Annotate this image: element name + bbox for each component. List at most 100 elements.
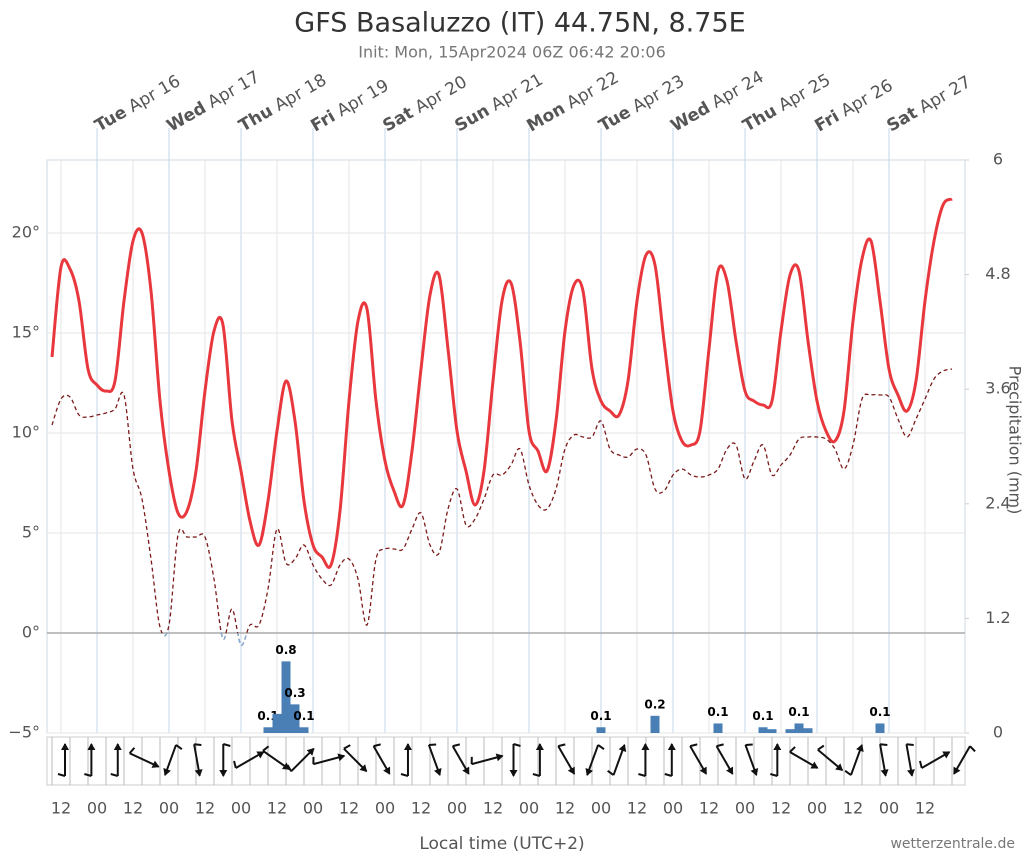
wind-barb <box>57 773 66 777</box>
wind-head <box>567 766 575 775</box>
date-day: Apr 23 <box>629 71 688 117</box>
x-tick-label: 00 <box>519 799 539 818</box>
date-weekday: Mon <box>524 99 569 137</box>
wind-arrow <box>557 743 576 775</box>
wind-barb <box>879 743 888 746</box>
x-tick-label: 12 <box>771 799 791 818</box>
x-axis-title: Local time (UTC+2) <box>419 834 584 853</box>
x-tick-label: 12 <box>123 799 143 818</box>
precip-bar <box>290 704 300 733</box>
wind-head <box>880 769 889 777</box>
wind-arrow <box>163 744 183 776</box>
precip-bar <box>713 723 723 733</box>
wind-head <box>585 768 593 776</box>
precip-bar <box>299 727 309 733</box>
x-tick-label: 12 <box>483 799 503 818</box>
x-tick-label: 00 <box>231 799 251 818</box>
date-weekday: Wed <box>668 98 714 136</box>
wind-head <box>509 770 518 777</box>
wind-arrow <box>607 744 627 776</box>
wind-barb <box>558 743 566 748</box>
date-day: Apr 18 <box>271 70 330 116</box>
wind-head <box>219 770 228 777</box>
wind-arrow <box>844 744 864 776</box>
wind-head <box>667 743 676 750</box>
bar-label: 0.1 <box>590 709 611 723</box>
wind-barb <box>906 743 914 746</box>
wind-head <box>151 760 160 768</box>
wind-barb <box>597 744 605 751</box>
wind-barb <box>716 743 724 748</box>
wind-head <box>641 743 650 750</box>
y-tick-label: 15° <box>12 323 40 342</box>
wind-head <box>462 766 470 775</box>
y2-axis-title: Precipitation (mm) <box>1006 366 1024 515</box>
wind-barb <box>312 756 315 765</box>
precip-bar <box>272 713 282 733</box>
wind-head <box>942 751 951 759</box>
chart-subtitle: Init: Mon, 15Apr2024 06Z 06:42 20:06 <box>358 43 666 62</box>
x-tick-label: 12 <box>843 799 863 818</box>
wind-arrow <box>953 745 976 775</box>
wind-barb <box>84 773 92 777</box>
x-tick-label: 00 <box>735 799 755 818</box>
wind-barb <box>452 743 461 748</box>
wind-barb <box>607 769 615 776</box>
y2-tick-label: 3.6 <box>985 379 1010 398</box>
wind-arrow <box>219 743 231 777</box>
wind-arrow <box>664 743 676 777</box>
x-tick-label: 12 <box>195 799 215 818</box>
precip-bar <box>281 661 291 733</box>
bar-label: 0.1 <box>869 705 890 719</box>
wind-barb <box>373 743 381 748</box>
bar-label: 0.2 <box>644 697 665 711</box>
wind-barb <box>262 745 270 752</box>
wind-head <box>953 766 961 775</box>
wind-barb <box>513 743 521 747</box>
wind-barb <box>844 769 852 776</box>
date-day: Apr 22 <box>563 68 622 114</box>
bar-label: 0.1 <box>707 705 728 719</box>
wind-barb <box>664 773 673 777</box>
x-tick-label: 12 <box>51 799 71 818</box>
wind-head <box>773 743 782 750</box>
wind-barb <box>428 743 437 746</box>
x-tick-label: 00 <box>591 799 611 818</box>
wind-arrow <box>817 744 844 772</box>
wind-head <box>810 761 819 769</box>
wind-barb <box>175 744 183 751</box>
wind-barb <box>470 756 473 765</box>
wind-barb <box>233 760 237 769</box>
y2-tick-label: 6 <box>993 150 1003 169</box>
wind-arrow <box>233 751 265 769</box>
wind-head <box>535 743 544 750</box>
x-tick-label: 00 <box>159 799 179 818</box>
precip-bar <box>875 723 885 733</box>
wind-barb <box>638 773 646 777</box>
wind-arrow <box>57 743 69 777</box>
x-tick-label: 12 <box>915 799 935 818</box>
wind-head <box>835 763 844 771</box>
y2-tick-label: 4.8 <box>985 264 1010 283</box>
bar-label: 0.3 <box>284 686 305 700</box>
precip-bar <box>263 727 273 733</box>
wind-head <box>281 762 290 770</box>
y-tick-label: 20° <box>12 223 40 242</box>
date-weekday: Fri <box>812 107 843 137</box>
wind-head <box>699 766 707 775</box>
wind-arrow <box>585 744 605 776</box>
wind-arrow <box>789 746 819 769</box>
wind-arrow <box>84 743 96 777</box>
date-weekday: Thu <box>236 101 277 136</box>
wind-arrow <box>879 743 889 777</box>
precip-bar <box>794 723 804 733</box>
wind-head <box>495 753 504 762</box>
y-tick-label: 10° <box>12 423 40 442</box>
wind-head <box>113 743 122 750</box>
wind-head <box>434 768 442 776</box>
x-tick-label: 00 <box>375 799 395 818</box>
wind-head <box>856 744 864 752</box>
wind-arrow <box>715 743 734 775</box>
date-day: Apr 27 <box>916 72 975 118</box>
date-weekday: Thu <box>740 101 781 136</box>
